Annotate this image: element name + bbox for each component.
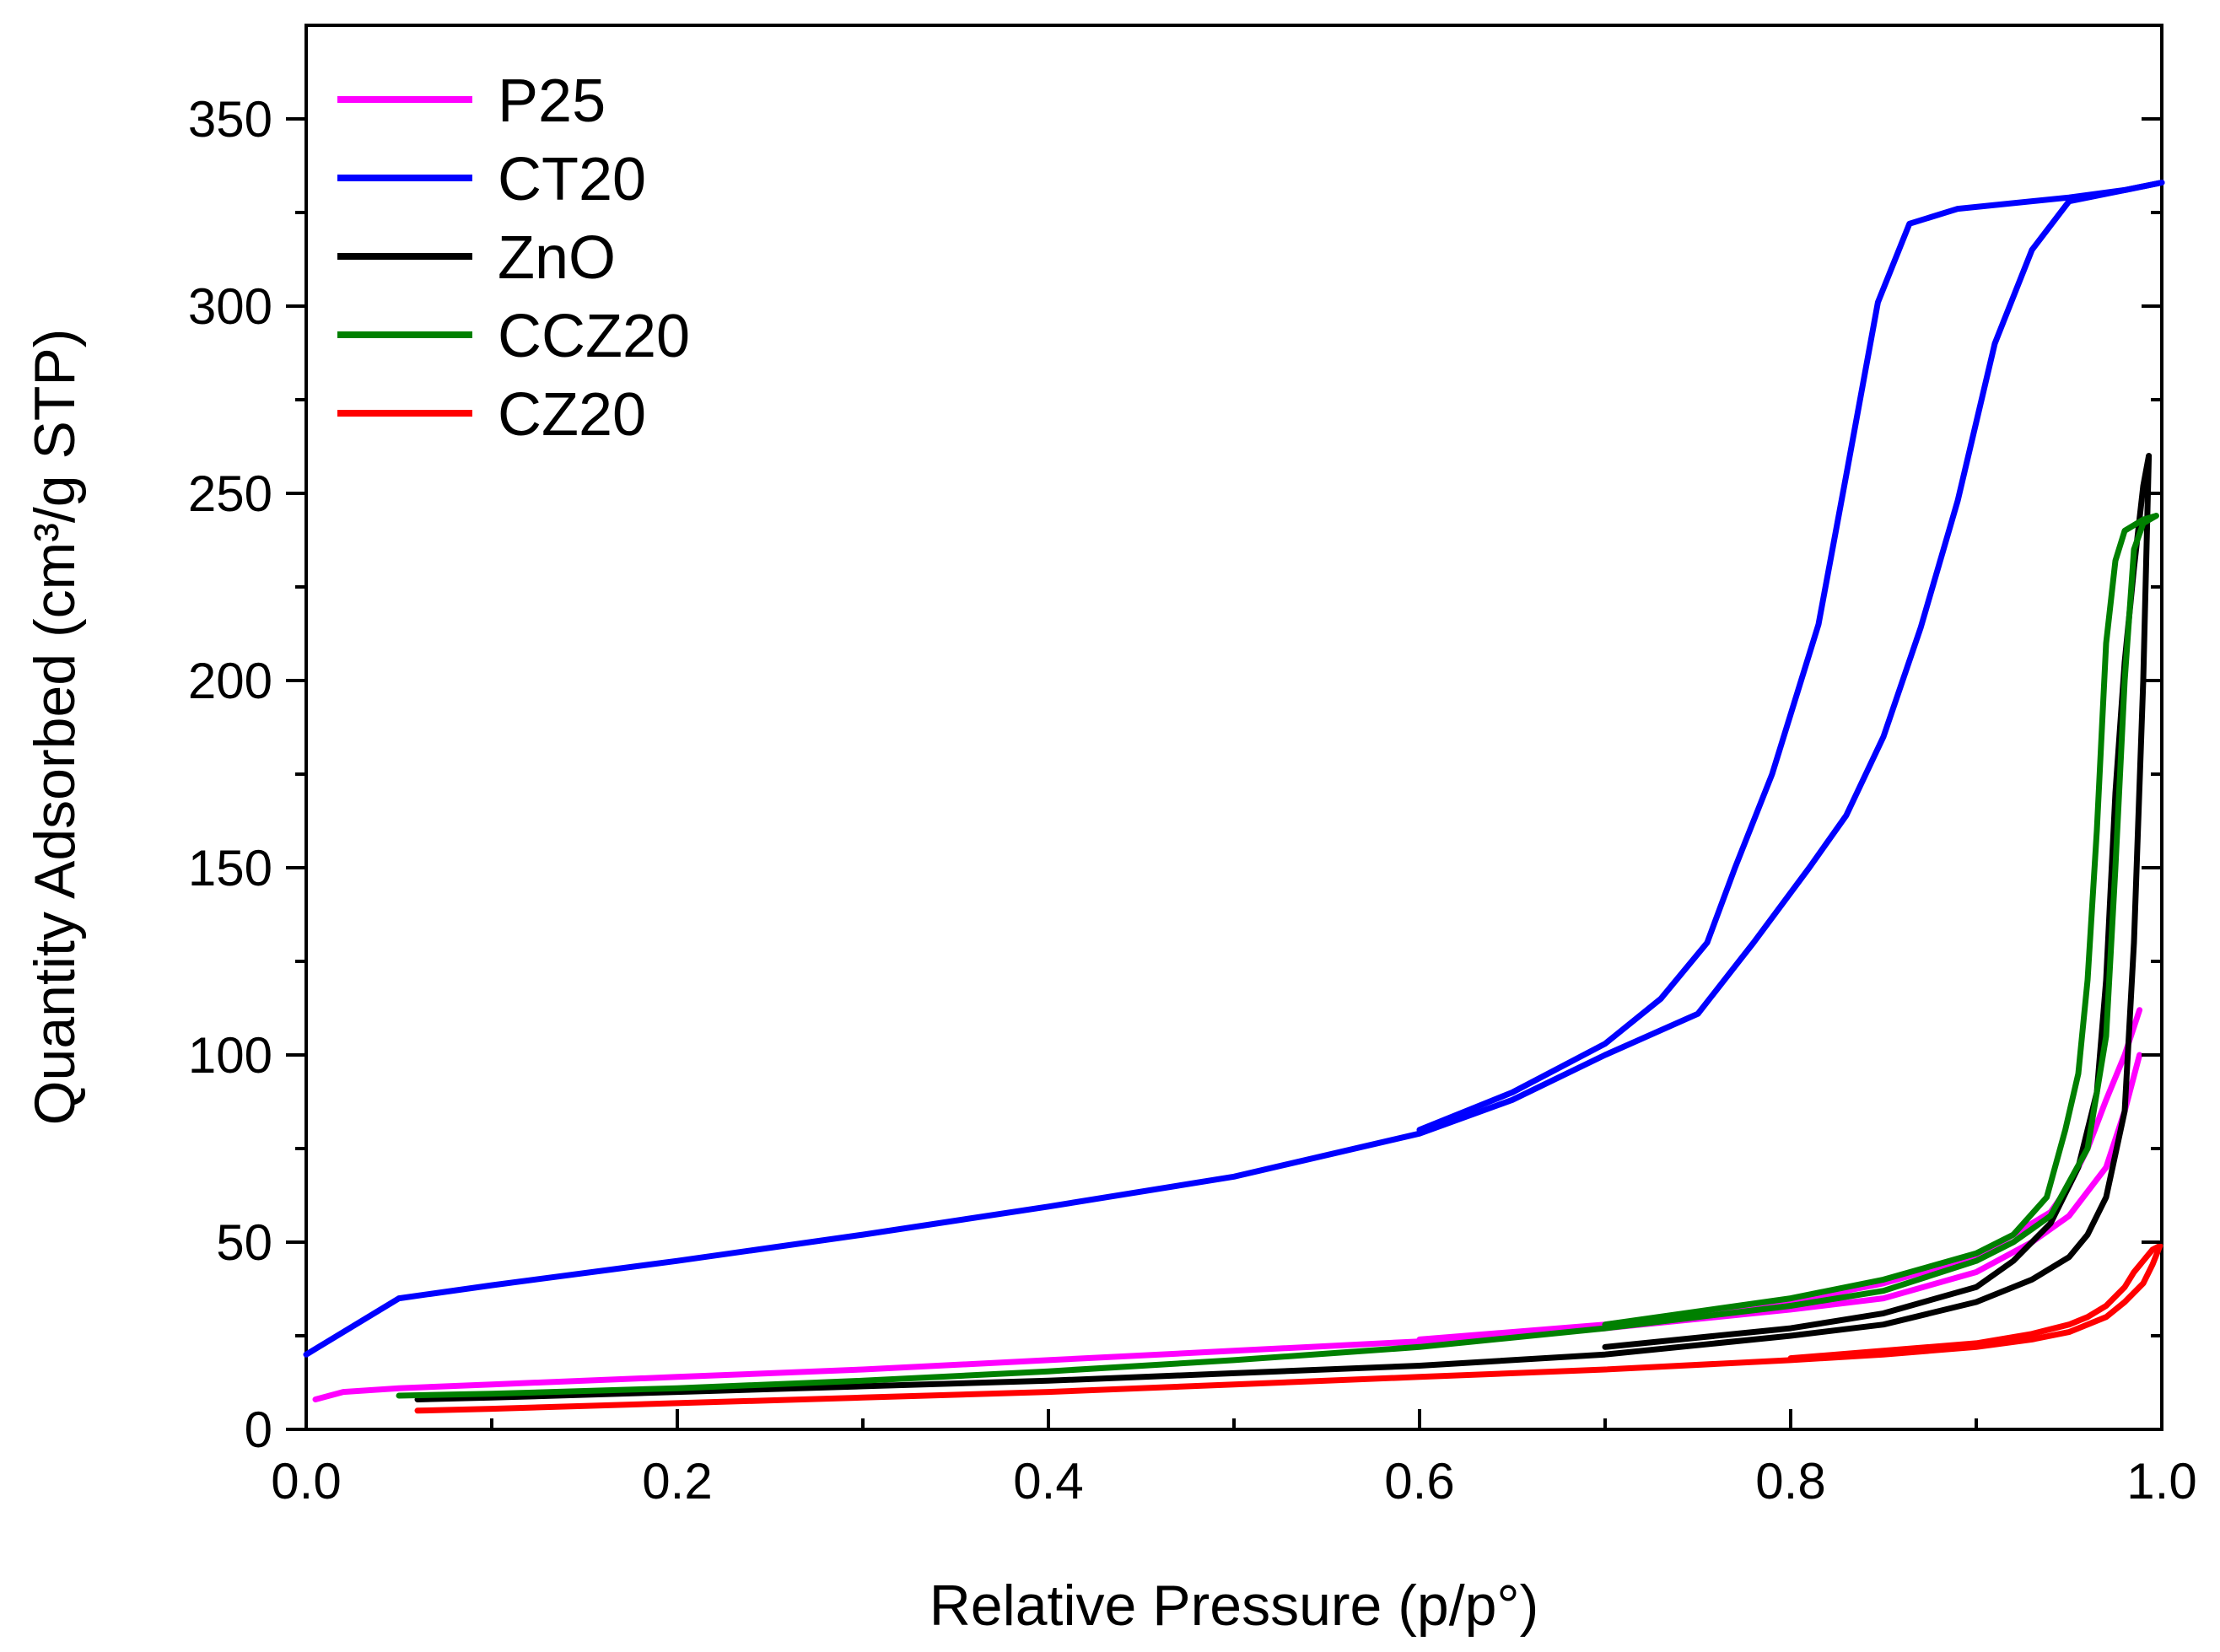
series-p25 (312, 1007, 2143, 1402)
y-tick-label: 300 (188, 278, 272, 335)
series-p25-adsorption-line (312, 1052, 2143, 1402)
x-tick-label: 0.0 (271, 1453, 341, 1509)
x-tick-label: 0.8 (1755, 1453, 1825, 1509)
series-ct20-desorption-line (1416, 180, 2165, 1133)
x-axis-title: Relative Pressure (p/p°) (929, 1574, 1539, 1638)
y-axis-title: Quantity Adsorbed (cm³/g STP) (23, 329, 87, 1126)
series-zno (414, 453, 2153, 1402)
y-tick-label: 100 (188, 1027, 272, 1084)
series-cz20-desorption-line (1787, 1242, 2163, 1362)
series-ct20 (303, 180, 2165, 1358)
x-tick-label: 0.2 (642, 1453, 712, 1509)
series-cz20 (414, 1242, 2163, 1414)
legend-label-ct20: CT20 (498, 146, 646, 213)
x-tick-label: 0.6 (1384, 1453, 1454, 1509)
series-zno-adsorption-line (414, 453, 2153, 1402)
ticks-layer: 0.0 0.2 0.4 0.6 0.8 1.0 0 50 100 150 200 250 300 350 (188, 91, 2197, 1509)
y-tick-label: 50 (216, 1214, 272, 1271)
y-tick-label: 0 (245, 1402, 272, 1458)
x-tick-label: 0.4 (1013, 1453, 1083, 1509)
y-tick-label: 250 (188, 465, 272, 522)
legend-label-cz20: CZ20 (498, 381, 646, 449)
x-tick-label: 1.0 (2126, 1453, 2196, 1509)
y-tick-label: 150 (188, 840, 272, 896)
y-tick-label: 350 (188, 91, 272, 148)
legend: P25 CT20 ZnO CCZ20 CZ20 (337, 67, 690, 449)
legend-label-ccz20: CCZ20 (498, 303, 690, 370)
series-zno-desorption-line (1602, 453, 2153, 1350)
series-ccz20-adsorption-line (396, 513, 2159, 1399)
y-tick-label: 200 (188, 653, 272, 709)
legend-label-zno: ZnO (498, 224, 616, 292)
series-layer (303, 180, 2165, 1414)
series-p25-desorption-line (1416, 1007, 2143, 1343)
legend-label-p25: P25 (498, 67, 606, 135)
series-ccz20-desorption-line (1602, 513, 2159, 1328)
series-ct20-adsorption-line (303, 180, 2165, 1358)
series-ccz20 (396, 513, 2159, 1399)
